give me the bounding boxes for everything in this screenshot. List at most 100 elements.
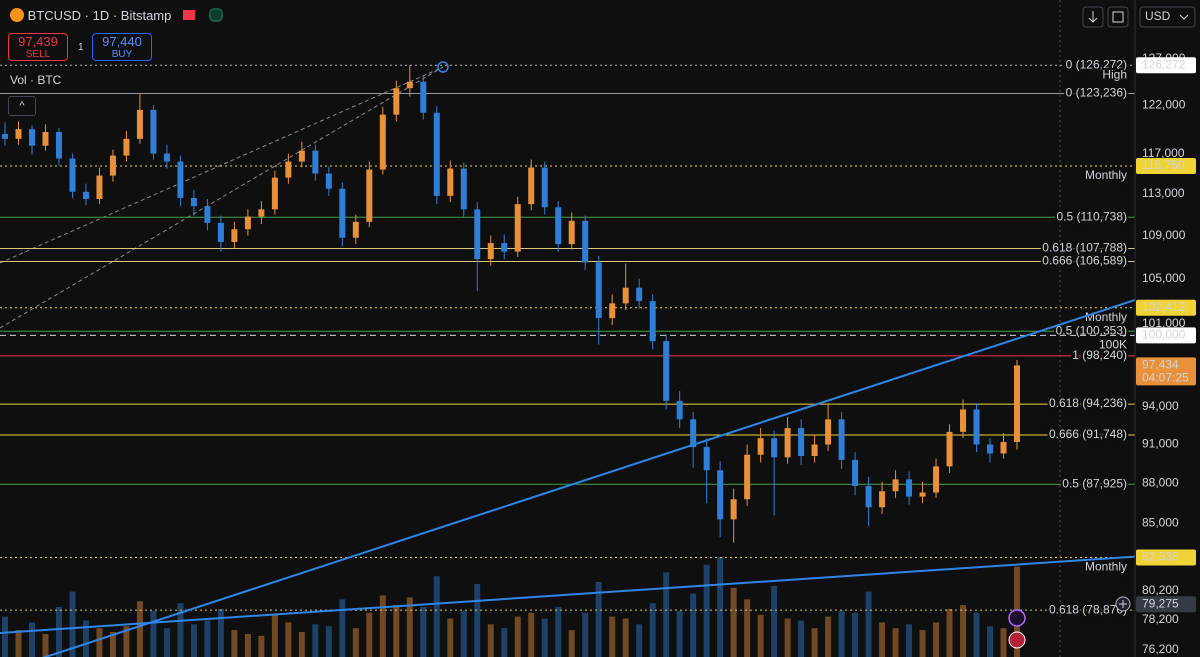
price-badge	[1136, 327, 1196, 344]
volume-bar	[406, 597, 413, 657]
price-badge-label: 115,750	[1142, 158, 1185, 172]
volume-bar	[717, 557, 724, 657]
volume-bar	[973, 612, 980, 657]
volume-bar	[82, 620, 89, 657]
volume-bar	[96, 628, 103, 657]
volume-bar	[757, 614, 764, 657]
sell-price: 97,439	[18, 34, 58, 49]
candle-body	[690, 419, 697, 448]
candle-body	[15, 129, 22, 139]
volume-bar	[582, 612, 589, 657]
candle-body	[919, 492, 926, 497]
spread: 1	[78, 42, 84, 53]
volume-bar	[811, 628, 818, 657]
event-icon[interactable]	[1008, 609, 1026, 627]
candle-body	[55, 132, 62, 159]
candle-body	[528, 167, 535, 205]
volume-bar	[298, 632, 305, 657]
candle-body	[123, 138, 130, 156]
volume-bar	[163, 628, 170, 657]
level-label: 1 (98,240)	[1072, 348, 1127, 362]
volume-bar	[838, 610, 845, 657]
level-label: 0.666 (91,748)	[1049, 427, 1127, 441]
y-tick-label: 105,000	[1142, 271, 1186, 285]
y-tick-label: 91,000	[1142, 437, 1179, 451]
volume-bar	[393, 605, 400, 657]
currency: USD	[1145, 9, 1171, 23]
candle-body	[109, 155, 116, 176]
volume-label: Vol · BTC	[10, 73, 62, 87]
volume-bar	[271, 614, 278, 657]
candle-body	[312, 150, 319, 174]
down-icon	[1088, 11, 1098, 23]
candle-body	[514, 204, 521, 252]
y-tick-label: 94,000	[1142, 399, 1179, 413]
candle-body	[271, 177, 278, 210]
volume-bar	[433, 576, 440, 657]
sell-button[interactable]: 97,439 SELL	[8, 33, 68, 61]
candle-body	[649, 301, 656, 342]
volume-bar	[285, 622, 292, 657]
level-label: 0 (126,272)	[1066, 57, 1127, 71]
volume-bar	[919, 630, 926, 657]
volume-bar	[366, 612, 373, 657]
candle-body	[231, 229, 238, 242]
candle-body	[798, 428, 805, 457]
volume-bar	[636, 624, 643, 657]
volume-bar	[2, 616, 8, 657]
volume-bar	[541, 618, 548, 657]
volume-bar	[825, 616, 832, 657]
candle-body	[987, 444, 994, 454]
candle-body	[609, 303, 616, 319]
candle-body	[217, 222, 224, 242]
volume-bar	[784, 618, 791, 657]
candle-body	[298, 150, 305, 162]
currency-select[interactable]	[1139, 6, 1196, 28]
buy-label: BUY	[111, 49, 133, 60]
flag-icon[interactable]	[1008, 631, 1026, 649]
candle-body	[825, 419, 832, 445]
candle-body	[676, 400, 683, 420]
candle-body	[150, 109, 157, 154]
reset-button[interactable]	[1107, 6, 1129, 28]
volume-bar	[312, 624, 319, 657]
y-tick-label: 88,000	[1142, 475, 1179, 489]
candle-body	[258, 209, 265, 217]
volume-bar	[744, 599, 751, 657]
flag	[183, 10, 195, 20]
candle-body	[325, 173, 332, 189]
candle-body	[852, 459, 859, 486]
plot-area: 0 (126,272)High 0 (123,236) Monthly 0.5 (11…	[0, 0, 1135, 657]
collapse-button[interactable]: ^	[8, 96, 36, 116]
buy-button[interactable]: 97,440 BUY	[92, 33, 152, 61]
volume-bar	[109, 632, 116, 657]
volume-bar	[933, 622, 940, 657]
candle-body	[784, 428, 791, 458]
price-badge	[1136, 596, 1196, 613]
candle-body	[2, 133, 8, 139]
level-label: 0.5 (87,925)	[1062, 476, 1127, 490]
y-tick-label: 101,000	[1142, 316, 1186, 330]
volume-bar	[798, 620, 805, 657]
candle-body	[636, 287, 643, 302]
volume-bar	[447, 618, 454, 657]
volume-bar	[663, 572, 670, 657]
level-label: 0.618 (94,236)	[1049, 396, 1127, 410]
candle-body	[771, 438, 778, 458]
volume-bar	[420, 607, 427, 657]
candle-body	[568, 220, 575, 245]
candle-body	[663, 341, 670, 401]
candle-body	[393, 88, 400, 115]
volume-bar	[730, 587, 737, 657]
volume-bar	[460, 610, 467, 657]
candle-body	[28, 129, 35, 146]
candle-body	[865, 485, 872, 508]
candle-body	[487, 243, 494, 260]
volume-bar	[852, 612, 859, 657]
candle-body	[838, 419, 845, 460]
level-sublabel: High	[1102, 67, 1127, 81]
candle-body	[582, 220, 589, 263]
price-badge-label: 79,275	[1142, 596, 1179, 610]
